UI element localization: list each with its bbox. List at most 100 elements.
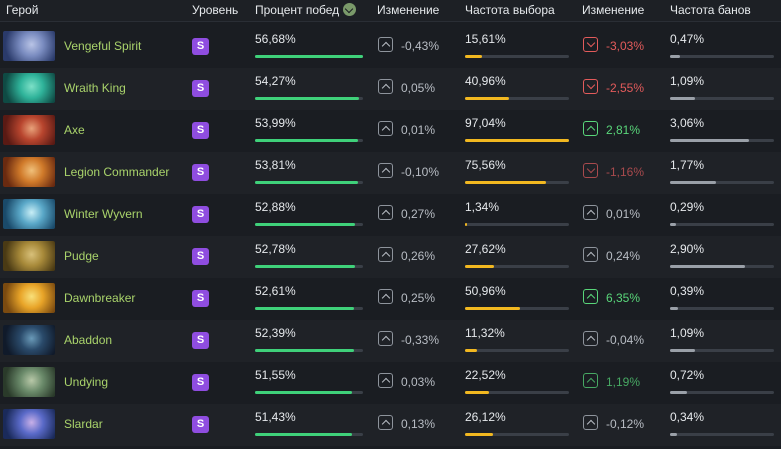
banrate-bar (670, 391, 774, 394)
hero-name-link[interactable]: Abaddon (64, 333, 113, 347)
hero-portrait[interactable] (3, 31, 55, 61)
winrate-value: 52,39% (255, 326, 296, 340)
pickrate-change-icon (583, 331, 598, 346)
pickrate-value: 1,34% (465, 200, 500, 214)
pickrate-bar (465, 265, 569, 268)
pickrate-bar-fill (465, 139, 569, 142)
table-row[interactable]: Wraith King S 54,27% 0,05% 40,96% -2,55% 1,09% (0, 68, 781, 110)
hero-portrait[interactable] (3, 283, 55, 313)
winrate-change-icon (378, 289, 393, 304)
hero-portrait[interactable] (3, 157, 55, 187)
table-row[interactable]: Undying S 51,55% 0,03% 22,52% 1,19% 0,72% (0, 362, 781, 404)
table-row[interactable]: Pudge S 52,78% 0,26% 27,62% 0,24% 2,90% (0, 236, 781, 278)
tier-badge: S (192, 248, 209, 265)
winrate-change-icon (378, 205, 393, 220)
pickrate-change-value: -0,04% (606, 333, 645, 347)
winrate-change-icon (378, 331, 393, 346)
banrate-bar (670, 265, 774, 268)
tier-badge: S (192, 80, 209, 97)
winrate-bar (255, 139, 363, 142)
hero-portrait[interactable] (3, 325, 55, 355)
banrate-bar-fill (670, 307, 679, 310)
pickrate-change-icon (583, 373, 598, 388)
winrate-bar-fill (255, 433, 353, 436)
banrate-value: 0,47% (670, 32, 705, 46)
hero-portrait[interactable] (3, 73, 55, 103)
winrate-bar-fill (255, 265, 356, 268)
pickrate-change-icon (583, 121, 598, 136)
column-header-pickrate[interactable]: Частота выбора (465, 3, 555, 17)
column-header-winrate-label: Процент побед (255, 3, 340, 17)
winrate-change-value: 0,01% (401, 123, 436, 137)
winrate-value: 52,78% (255, 242, 296, 256)
winrate-change-icon (378, 79, 393, 94)
table-row[interactable]: Dawnbreaker S 52,61% 0,25% 50,96% 6,35% 0,39% (0, 278, 781, 320)
winrate-change-value: 0,05% (401, 81, 436, 95)
pickrate-change-icon (583, 289, 598, 304)
hero-portrait[interactable] (3, 199, 55, 229)
pickrate-change-value: -3,03% (606, 39, 645, 53)
tier-badge: S (192, 164, 209, 181)
winrate-change-value: -0,10% (401, 165, 440, 179)
winrate-bar-fill (255, 223, 356, 226)
winrate-bar-fill (255, 55, 363, 58)
pickrate-change-value: -2,55% (606, 81, 645, 95)
column-header-winrate[interactable]: Процент побед (255, 3, 357, 17)
winrate-value: 53,81% (255, 158, 296, 172)
banrate-value: 1,09% (670, 74, 705, 88)
hero-name-link[interactable]: Pudge (64, 249, 99, 263)
tier-badge: S (192, 416, 209, 433)
banrate-bar (670, 97, 774, 100)
pickrate-bar (465, 223, 569, 226)
pickrate-value: 27,62% (465, 242, 506, 256)
pickrate-bar (465, 97, 569, 100)
pickrate-value: 22,52% (465, 368, 506, 382)
table-row[interactable]: Axe S 53,99% 0,01% 97,04% 2,81% 3,06% (0, 110, 781, 152)
hero-name-link[interactable]: Undying (64, 375, 109, 389)
hero-name-link[interactable]: Legion Commander (64, 165, 170, 179)
pickrate-change-value: 1,19% (606, 375, 641, 389)
column-header-banrate[interactable]: Частота банов (670, 3, 751, 17)
winrate-change-value: -0,33% (401, 333, 440, 347)
column-header-hero[interactable]: Герой (6, 3, 39, 17)
pickrate-bar-fill (465, 55, 482, 58)
pickrate-value: 50,96% (465, 284, 506, 298)
winrate-change-icon (378, 415, 393, 430)
tier-badge: S (192, 332, 209, 349)
banrate-bar (670, 433, 774, 436)
hero-portrait[interactable] (3, 409, 55, 439)
winrate-bar (255, 265, 363, 268)
winrate-value: 51,43% (255, 410, 296, 424)
pickrate-change-icon (583, 163, 598, 178)
table-row[interactable]: Legion Commander S 53,81% -0,10% 75,56% -1,16… (0, 152, 781, 194)
pickrate-bar (465, 349, 569, 352)
banrate-value: 2,90% (670, 242, 705, 256)
hero-name-link[interactable]: Winter Wyvern (64, 207, 143, 221)
winrate-value: 52,61% (255, 284, 296, 298)
banrate-value: 3,06% (670, 116, 705, 130)
column-header-pickrate-change[interactable]: Изменение (582, 3, 645, 17)
column-header-tier[interactable]: Уровень (192, 3, 239, 17)
table-row[interactable]: Abaddon S 52,39% -0,33% 11,32% -0,04% 1,09% (0, 320, 781, 362)
winrate-bar-fill (255, 97, 359, 100)
hero-name-link[interactable]: Wraith King (64, 81, 126, 95)
winrate-bar (255, 433, 363, 436)
banrate-bar (670, 139, 774, 142)
hero-name-link[interactable]: Axe (64, 123, 85, 137)
pickrate-value: 15,61% (465, 32, 506, 46)
table-row[interactable]: Winter Wyvern S 52,88% 0,27% 1,34% 0,01% 0,29% (0, 194, 781, 236)
pickrate-bar (465, 391, 569, 394)
hero-portrait[interactable] (3, 367, 55, 397)
hero-portrait[interactable] (3, 115, 55, 145)
hero-portrait[interactable] (3, 241, 55, 271)
table-row[interactable]: Vengeful Spirit S 56,68% -0,43% 15,61% -3,03%… (0, 26, 781, 68)
hero-name-link[interactable]: Slardar (64, 417, 103, 431)
column-header-winrate-change[interactable]: Изменение (377, 3, 440, 17)
banrate-bar-fill (670, 265, 745, 268)
winrate-bar-fill (255, 391, 353, 394)
pickrate-bar (465, 181, 569, 184)
hero-name-link[interactable]: Vengeful Spirit (64, 39, 142, 53)
sort-descending-icon[interactable] (343, 3, 357, 16)
table-row[interactable]: Slardar S 51,43% 0,13% 26,12% -0,12% 0,34% (0, 404, 781, 446)
hero-name-link[interactable]: Dawnbreaker (64, 291, 136, 305)
